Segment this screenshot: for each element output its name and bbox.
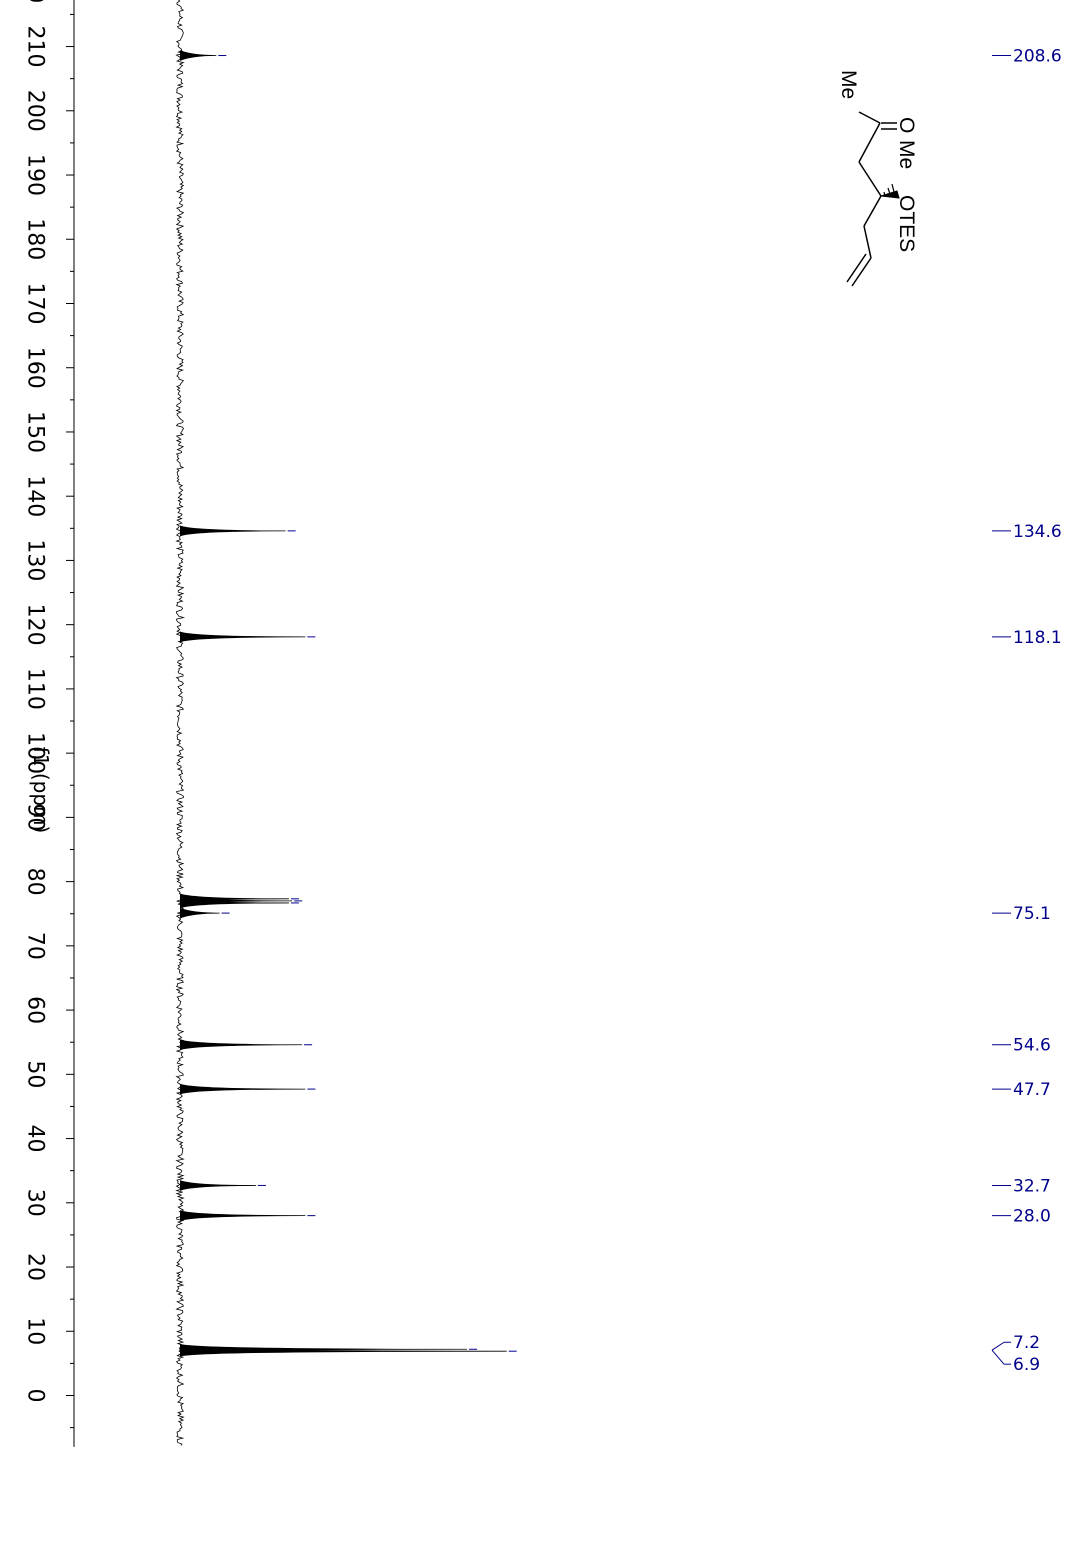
atom-label: O (895, 117, 918, 133)
tick-label: 30 (22, 1189, 47, 1217)
peak-label: 7.2 (1013, 1333, 1040, 1353)
peak-label: 75.1 (1013, 904, 1051, 924)
tick-label: 190 (22, 154, 47, 196)
peak-labels: 208.6 134.6 118.1 75.1 54.6 47.7 32.7 28.0 7.26.… (218, 46, 1062, 1375)
tick-label: 140 (22, 475, 47, 517)
peak-label: 28.0 (1013, 1207, 1051, 1227)
tick-label: 20 (22, 1253, 47, 1281)
tick-label: 40 (22, 1125, 47, 1153)
tick-label: 160 (22, 347, 47, 389)
atom-label: Me (895, 140, 918, 169)
peak-label: 6.9 (1013, 1355, 1040, 1375)
bond (846, 253, 867, 283)
tick-label: 110 (22, 668, 47, 710)
spectrum-peak (179, 525, 286, 537)
spectrum-peak (179, 1083, 306, 1095)
peak-label: 118.1 (1013, 628, 1062, 648)
atom-label: Me (837, 70, 860, 99)
tick-label: 50 (22, 1060, 47, 1088)
axis-label: f1 (ppm) (29, 747, 53, 834)
tick-label: 180 (22, 218, 47, 260)
bond (858, 161, 882, 197)
label-leader (991, 1341, 1005, 1351)
peak-label: 54.6 (1013, 1036, 1051, 1056)
bond (851, 257, 872, 287)
tick-label: 0 (22, 1389, 47, 1403)
tick-label: 170 (22, 282, 47, 324)
bond (863, 225, 872, 259)
spectrum-peak (179, 1210, 306, 1222)
tick-label: 100 (22, 732, 47, 774)
spectrum-peak (179, 1345, 507, 1357)
tick-label: 80 (22, 868, 47, 896)
tick-label: 220 (22, 0, 47, 3)
spectrum-peak (179, 1039, 303, 1051)
atom-label: OTES (895, 195, 918, 252)
spectrum-peak (179, 897, 289, 909)
peak-label: 208.6 (1013, 46, 1062, 66)
peak-label: 32.7 (1013, 1176, 1051, 1196)
label-leader (991, 1349, 1005, 1365)
tick-label: 210 (22, 26, 47, 68)
hashed-bond (883, 183, 895, 197)
spectrum-trace (175, 0, 186, 1446)
spectrum-peak (179, 631, 306, 643)
spectrum-peak (179, 907, 220, 919)
tick-label: 60 (22, 996, 47, 1024)
molecule-structure (846, 111, 900, 287)
bond (858, 122, 881, 163)
bond (858, 111, 881, 124)
spectrum-peak (179, 50, 217, 61)
tick-label: 70 (22, 932, 47, 960)
tick-label: 90 (22, 803, 47, 831)
bond (863, 195, 882, 227)
peak-label: 47.7 (1013, 1080, 1051, 1100)
tick-label: 150 (22, 411, 47, 453)
tick-label: 10 (22, 1317, 47, 1345)
wedge-bond (880, 190, 900, 199)
spectrum-peaks (179, 50, 507, 1357)
spectrum-peak (179, 1180, 256, 1191)
tick-label: 200 (22, 90, 47, 132)
tick-label: 120 (22, 604, 47, 646)
tick-label: 130 (22, 539, 47, 581)
structure-labels: Me O Me OTES (837, 70, 918, 252)
ppm-axis: 2202102001901801701601501401301201101009… (22, 0, 75, 1447)
peak-label: 134.6 (1013, 522, 1062, 542)
